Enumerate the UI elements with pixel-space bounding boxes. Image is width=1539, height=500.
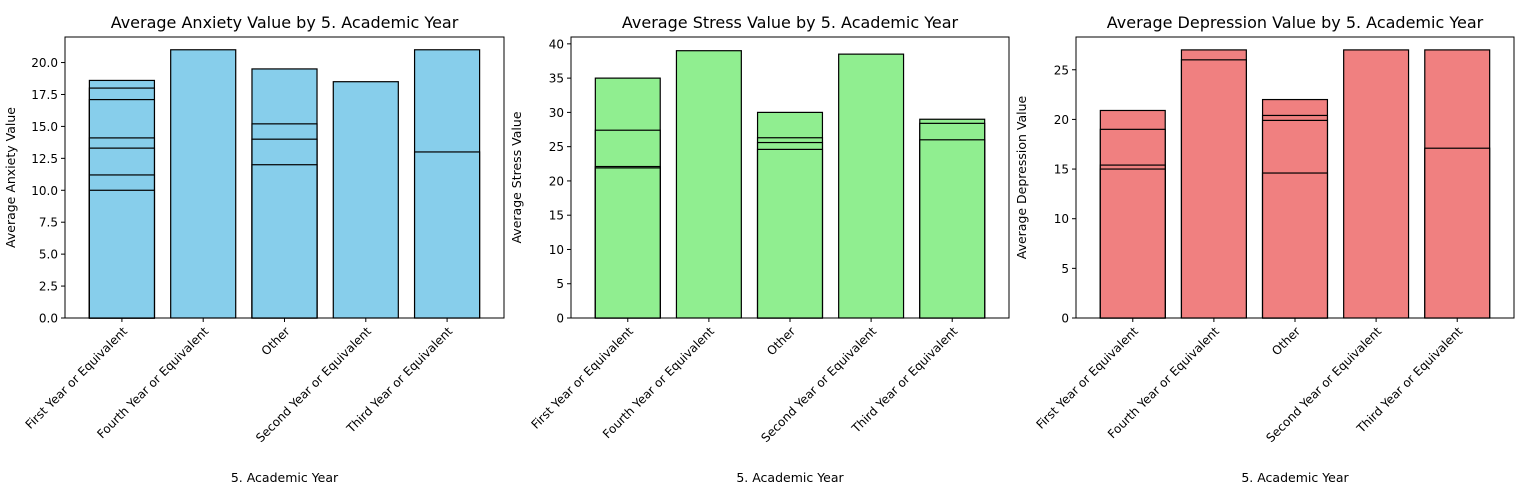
bar [594, 167, 661, 319]
chart-title: Average Depression Value by 5. Academic … [1107, 13, 1484, 32]
y-tick-label: 40 [549, 37, 564, 51]
y-tick-label: 15 [549, 209, 564, 223]
x-axis-label: 5. Academic Year [736, 470, 844, 485]
bar [413, 151, 481, 319]
y-axis-label: Average Anxiety Value [3, 107, 18, 248]
bar [675, 50, 742, 319]
y-tick-label: 5 [1061, 262, 1069, 276]
x-tick-label: Other [764, 324, 798, 358]
y-tick-label: 5 [556, 277, 564, 291]
y-tick-label: 7.5 [39, 216, 58, 230]
y-tick-label: 20 [549, 174, 564, 188]
y-tick-label: 20.0 [31, 56, 58, 70]
y-tick-label: 15 [1054, 163, 1069, 177]
bar [838, 53, 905, 319]
y-tick-label: 25 [1054, 63, 1069, 77]
bar [1424, 147, 1491, 319]
bar [1180, 59, 1247, 319]
y-tick-label: 10 [1054, 212, 1069, 226]
y-tick-label: 35 [549, 72, 564, 86]
y-tick-label: 20 [1054, 113, 1069, 127]
y-axis-label: Average Stress Value [509, 111, 524, 243]
bar [1343, 49, 1410, 319]
bar [919, 139, 986, 319]
y-tick-label: 10.0 [31, 184, 58, 198]
y-tick-label: 2.5 [39, 280, 58, 294]
x-tick-label: Other [1269, 324, 1303, 358]
x-axis-label: 5. Academic Year [231, 470, 339, 485]
y-axis-label: Average Depression Value [1014, 95, 1029, 259]
y-tick-label: 0 [1061, 312, 1069, 326]
chart-title: Average Stress Value by 5. Academic Year [622, 13, 959, 32]
y-tick-label: 0.0 [39, 312, 58, 326]
chart-title: Average Anxiety Value by 5. Academic Yea… [111, 13, 459, 32]
bar [756, 148, 824, 319]
y-tick-label: 30 [549, 106, 564, 120]
bar [88, 189, 156, 319]
bar [1261, 172, 1329, 319]
y-tick-label: 15.0 [31, 120, 58, 134]
bar [1099, 168, 1166, 319]
y-tick-label: 12.5 [31, 152, 58, 166]
bar [251, 164, 318, 319]
x-axis-label: 5. Academic Year [1241, 470, 1349, 485]
y-tick-label: 10 [549, 243, 564, 257]
x-tick-label: Other [259, 324, 293, 358]
y-tick-label: 0 [556, 312, 564, 326]
bar [332, 81, 399, 319]
y-tick-label: 17.5 [31, 88, 58, 102]
y-tick-label: 5.0 [39, 248, 58, 262]
bar [170, 49, 237, 319]
y-tick-label: 25 [549, 140, 564, 154]
